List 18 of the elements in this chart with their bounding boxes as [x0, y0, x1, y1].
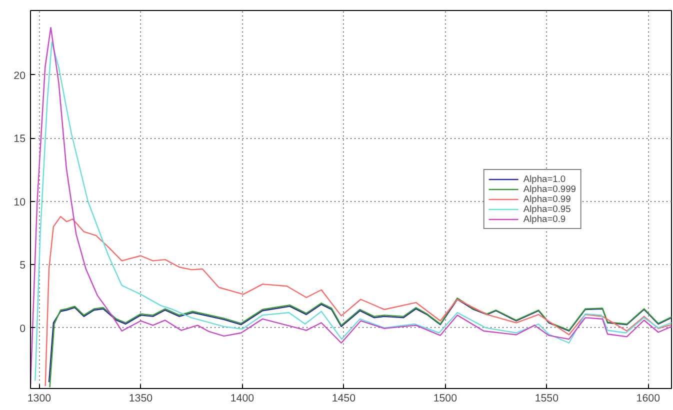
y-tick-label: 10: [14, 196, 26, 208]
line-series: [44, 216, 672, 387]
legend-label: Alpha=0.9: [523, 214, 566, 224]
x-tick-label: 1400: [230, 392, 254, 404]
x-tick-label: 1450: [332, 392, 356, 404]
y-tick-label: 20: [14, 70, 26, 82]
legend-label: Alpha=0.99: [523, 194, 571, 204]
x-tick-label: 1300: [27, 392, 52, 404]
y-tick-label: 15: [14, 133, 26, 146]
x-tick-label: 1500: [433, 392, 458, 404]
legend-label: Alpha=1.0: [523, 174, 566, 184]
legend-label: Alpha=0.95: [523, 204, 571, 214]
legend-label: Alpha=0.999: [523, 184, 576, 194]
y-tick-label: 5: [20, 260, 26, 272]
x-tick-label: 1600: [636, 392, 660, 404]
x-tick-label: 1550: [534, 392, 559, 404]
y-tick-label: 0: [20, 322, 26, 335]
x-tick-label: 1350: [128, 392, 153, 404]
